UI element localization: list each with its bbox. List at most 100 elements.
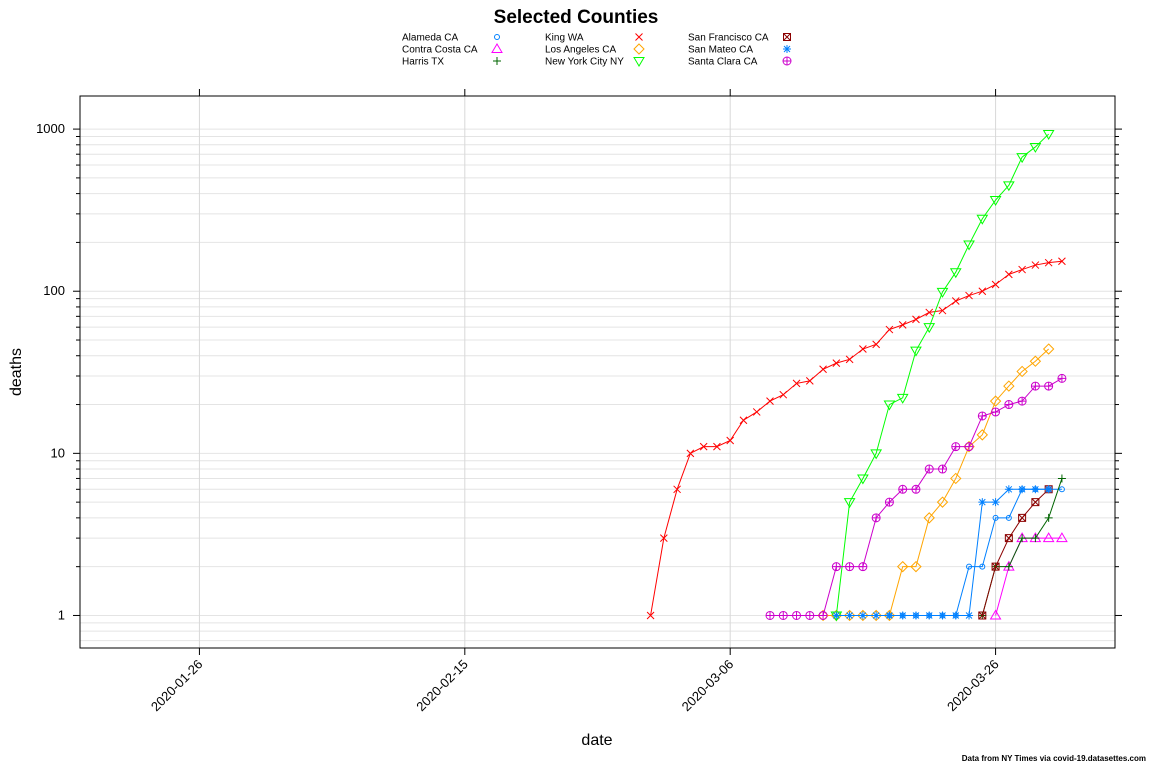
series-line-alameda-ca: [889, 488, 1062, 616]
y-tick-label: 1000: [36, 121, 65, 136]
data-point-cross: [845, 562, 854, 571]
data-point: [950, 472, 962, 485]
data-point: [1042, 130, 1055, 141]
data-point: [885, 611, 894, 620]
x-tick-label: 2020-03-06: [679, 657, 737, 715]
data-point: [1004, 562, 1013, 571]
data-point: [883, 400, 896, 411]
data-point-cross: [766, 611, 774, 620]
data-point: [989, 395, 1002, 407]
data-point: [646, 611, 655, 620]
data-point: [805, 376, 814, 385]
legend-label-new-york-city-ny: New York City NY: [545, 57, 624, 68]
data-point-cross: [872, 513, 881, 522]
data-point: [989, 609, 1002, 620]
data-point: [991, 562, 1000, 571]
data-point: [870, 449, 883, 460]
data-point: [1042, 532, 1055, 543]
series-san-mateo-ca: [832, 485, 1053, 620]
legend-marker-san-francisco-ca: [783, 33, 791, 41]
data-point-cross: [965, 442, 974, 451]
chart-title: Selected Counties: [494, 7, 659, 28]
data-point: [686, 449, 695, 458]
x-axis-label: date: [581, 732, 612, 749]
y-tick-label: 10: [51, 445, 65, 460]
legend-marker-santa-clara-ca-cross: [783, 57, 791, 65]
data-point-cross: [792, 611, 801, 620]
data-point: [673, 485, 681, 494]
data-point: [910, 346, 922, 357]
plot-frame: [79, 95, 1116, 649]
data-point: [938, 306, 947, 315]
series-line-king-wa: [650, 260, 1062, 616]
data-point: [870, 609, 882, 622]
data-point: [1042, 343, 1055, 355]
data-point: [965, 291, 973, 300]
data-point-cross: [779, 611, 788, 620]
legend-label-king-wa: King WA: [545, 33, 584, 44]
data-point: [966, 563, 973, 570]
series-line-harris-tx: [981, 478, 1063, 616]
data-point: [936, 287, 949, 298]
y-tick-label: 1: [58, 607, 65, 622]
legend-label-los-angeles-ca: Los Angeles CA: [545, 45, 616, 56]
legend-marker-san-mateo-ca: [783, 45, 791, 53]
y-tick-label: 100: [43, 283, 65, 298]
data-point: [1031, 498, 1040, 507]
legend-label-alameda-ca: Alameda CA: [402, 33, 458, 44]
data-point: [978, 498, 987, 507]
data-point: [1058, 257, 1066, 266]
data-point: [859, 345, 867, 353]
series-contra-costa-ca: [989, 532, 1068, 620]
data-point: [885, 325, 894, 334]
data-point: [991, 498, 1000, 507]
data-point-cross: [925, 465, 934, 474]
data-point-cross: [951, 442, 960, 451]
data-point-cross: [978, 411, 987, 420]
data-point-cross: [1004, 400, 1013, 409]
data-point-cross: [885, 498, 894, 507]
legend-label-harris-tx: Harris TX: [402, 57, 444, 68]
data-point: [832, 359, 841, 368]
data-point: [965, 611, 974, 620]
data-point: [739, 416, 748, 425]
data-point-cross: [858, 562, 867, 571]
data-point-cross: [938, 465, 947, 474]
data-point: [1016, 153, 1028, 164]
data-point: [1002, 181, 1015, 192]
data-point-cross: [805, 611, 814, 620]
data-point: [896, 393, 909, 404]
legend-label-contra-costa-ca: Contra Costa CA: [402, 45, 478, 56]
data-point: [979, 563, 986, 570]
data-point: [872, 340, 881, 349]
legend-marker-new-york-city-ny: [633, 57, 645, 67]
data-point: [1005, 514, 1012, 521]
data-point: [857, 474, 869, 485]
data-point: [1056, 532, 1068, 543]
series-king-wa: [646, 257, 1066, 620]
legend-marker-contra-costa-ca: [491, 43, 503, 53]
series-harris-tx: [978, 474, 1066, 620]
data-point: [845, 611, 854, 620]
series-alameda-ca: [886, 486, 1065, 619]
data-point: [898, 611, 907, 620]
data-point: [1018, 265, 1026, 274]
data-point: [1058, 486, 1065, 493]
data-point: [963, 240, 975, 251]
data-point: [1044, 513, 1053, 522]
data-point: [923, 323, 936, 334]
x-tick-label: 2020-02-15: [413, 657, 471, 715]
series-santa-clara-ca: [765, 373, 1067, 620]
data-point: [1031, 261, 1040, 269]
data-point: [699, 442, 708, 451]
data-point: [978, 611, 987, 620]
data-point: [832, 611, 841, 620]
data-point: [752, 408, 761, 416]
data-point: [976, 214, 989, 225]
series-new-york-city-ny: [830, 130, 1055, 622]
data-point: [713, 442, 721, 451]
data-point: [766, 397, 774, 405]
data-point: [1029, 355, 1042, 367]
data-point: [1004, 534, 1013, 543]
